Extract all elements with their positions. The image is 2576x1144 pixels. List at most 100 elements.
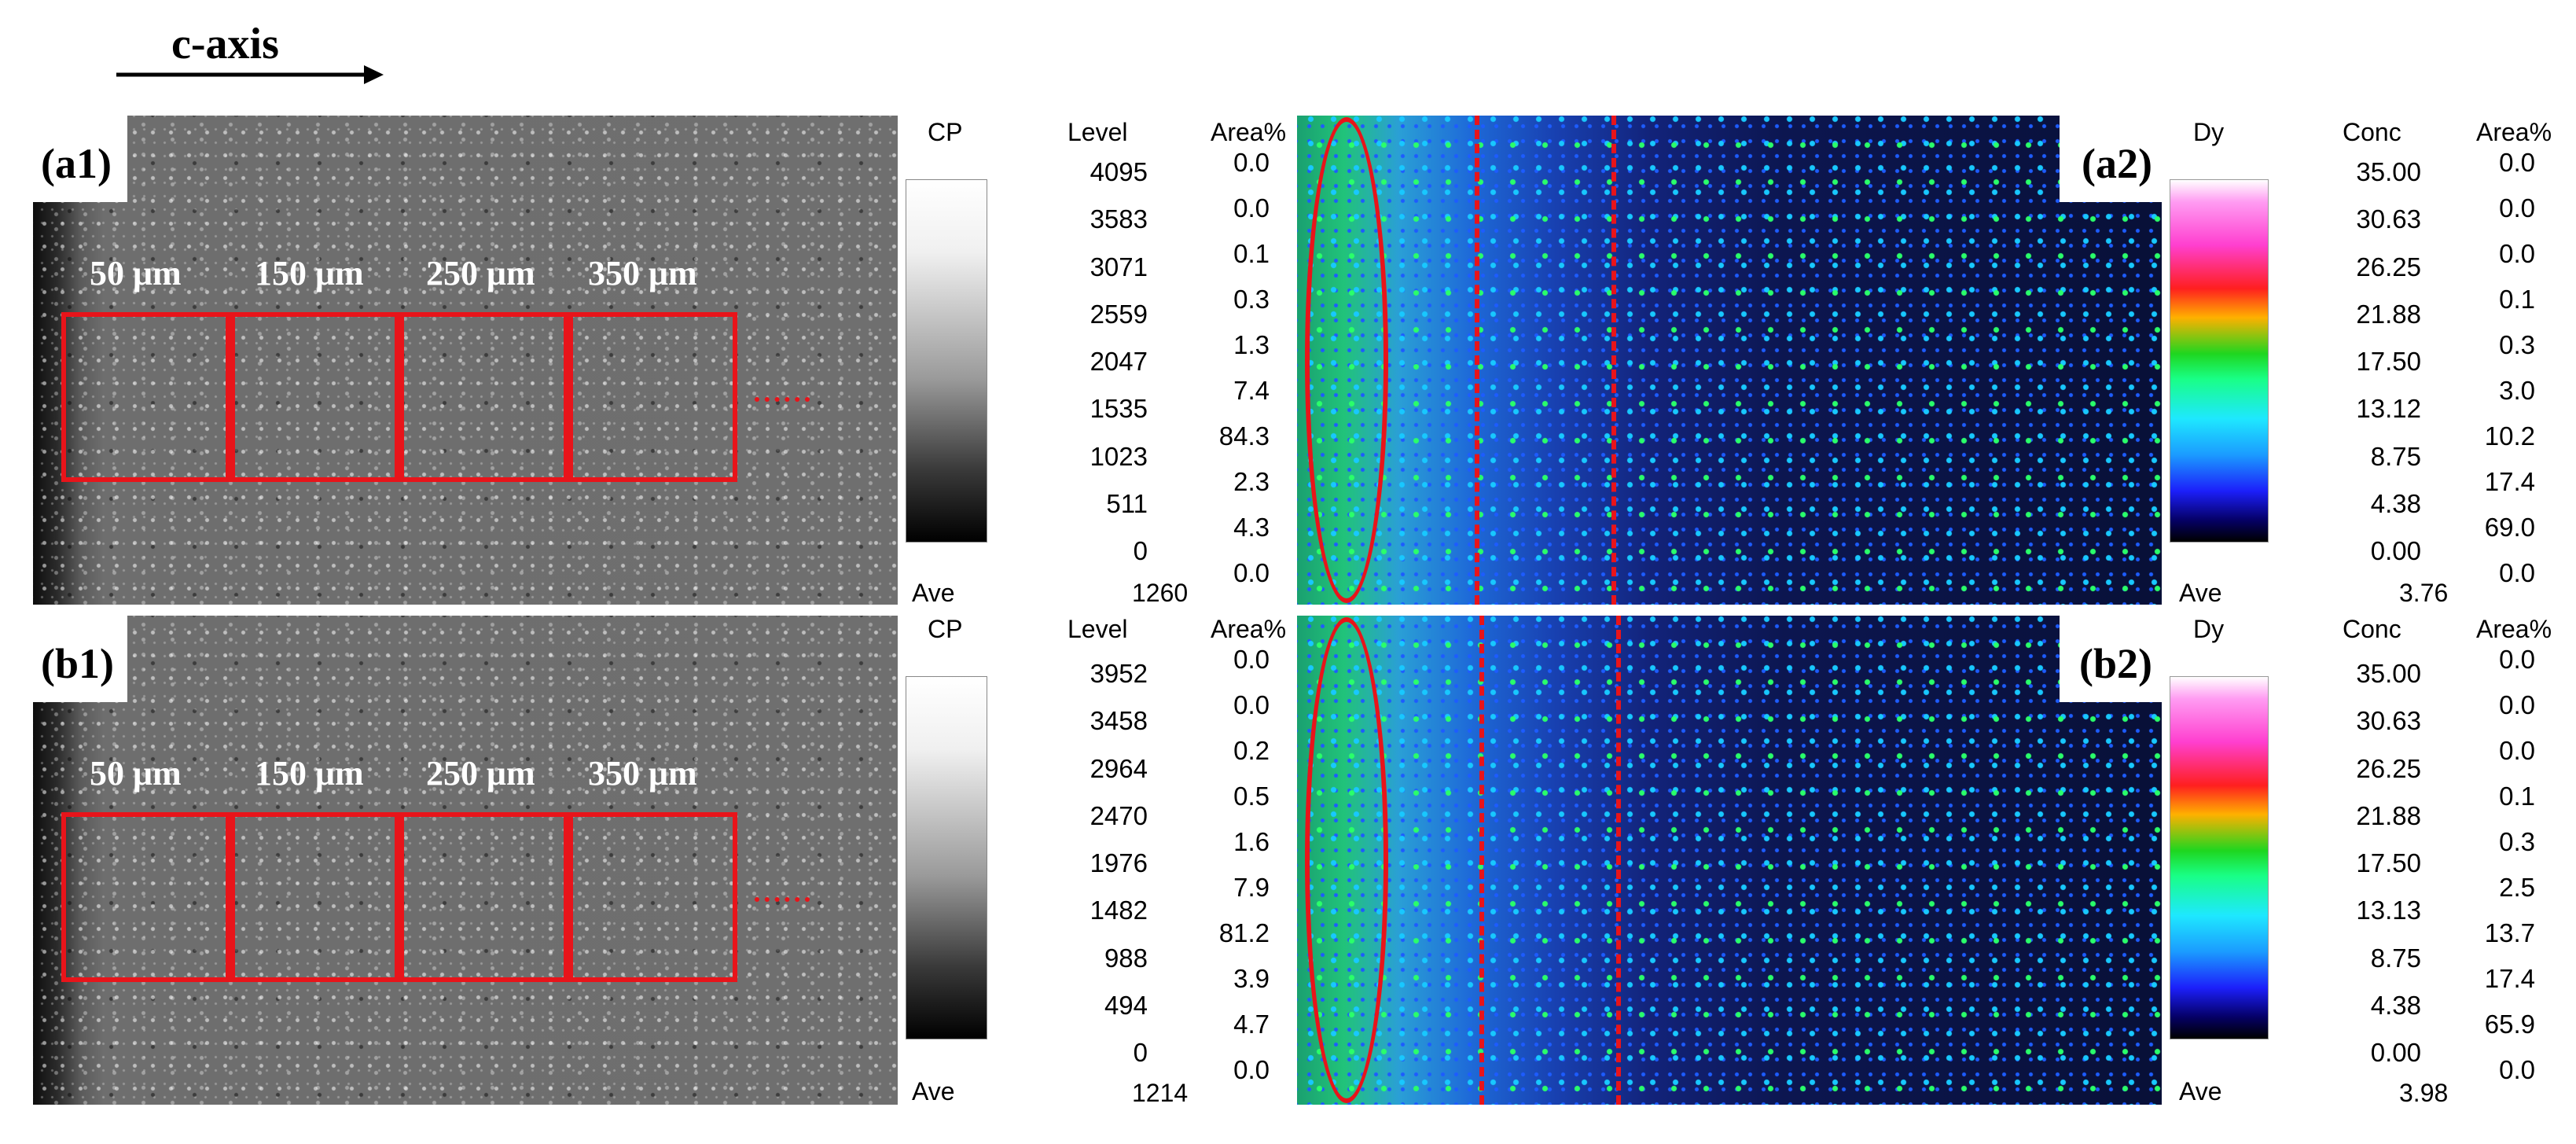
area-value: 0.1 [2499,285,2535,314]
conc-value: 0.00 [2370,536,2421,565]
area-list-b1: 0.0 0.0 0.2 0.5 1.6 7.9 81.2 3.9 4.7 0.0 [1211,645,1270,1085]
level-value: 3952 [1090,659,1148,688]
region-label-350: 350 μm [588,754,697,793]
area-value: 0.0 [2499,148,2535,177]
panel-label-a1: (a1) [41,140,112,187]
area-value: 0.0 [1233,193,1270,223]
sem-image-a1: (a1) 50 μm 150 μm 250 μm 350 μm [33,116,898,605]
area-value: 69.0 [2484,513,2535,542]
area-value: 0.3 [1233,285,1270,314]
boundary-dash-1 [1475,116,1479,605]
area-value: 0.0 [2499,1055,2535,1084]
region-label-250: 250 μm [426,754,535,793]
dy-map-b2: (b2) [1297,616,2162,1105]
area-value: 13.7 [2484,918,2535,947]
level-value: 1023 [1090,441,1148,471]
panel-label-b2: (b2) [2079,640,2152,687]
level-value: 1482 [1090,896,1148,925]
conc-value: 13.13 [2356,896,2421,925]
boundary-dash-2 [1611,116,1616,605]
area-value: 84.3 [1218,421,1270,451]
c-axis-arrow-icon [116,65,384,84]
highlight-ellipse [1305,617,1388,1103]
conc-value: 26.25 [2356,753,2421,783]
level-header-a1: Level [1068,118,1128,146]
level-value: 494 [1104,990,1148,1020]
conc-value: 35.00 [2356,659,2421,688]
area-value: 0.1 [2499,782,2535,811]
area-value: 81.2 [1218,918,1270,947]
area-value: 17.4 [2484,467,2535,496]
scale-title-a1: CP [928,118,963,146]
area-list-a1: 0.0 0.0 0.1 0.3 1.3 7.4 84.3 2.3 4.3 0.0 [1211,148,1270,588]
area-value: 1.3 [1233,330,1270,359]
area-value: 7.9 [1233,873,1270,902]
area-value: 0.1 [1233,239,1270,268]
area-header-b1: Area% [1211,615,1287,643]
area-value: 10.2 [2484,421,2535,451]
area-value: 0.0 [1233,645,1270,674]
conc-header-b2: Conc [2343,615,2401,643]
conc-value: 0.00 [2370,1038,2421,1067]
spectrum-bar-b2 [2170,676,2269,1039]
area-value: 0.3 [2499,330,2535,359]
scale-title-a2: Dy [2193,118,2225,146]
area-value: 3.0 [2499,376,2535,405]
conc-value: 30.63 [2356,204,2421,234]
panel-label-a2: (a2) [2082,140,2152,187]
area-list-b2: 0.0 0.0 0.0 0.1 0.3 2.5 13.7 17.4 65.9 0… [2476,645,2535,1085]
area-header-a1: Area% [1211,118,1287,146]
conc-value: 8.75 [2370,943,2421,973]
conc-value: 8.75 [2370,441,2421,471]
grayscale-bar-a1 [906,179,987,543]
area-value: 0.5 [1233,782,1270,811]
scale-title-b2: Dy [2193,615,2225,643]
ave-value-b1: 1214 [1132,1079,1189,1107]
scale-title-b1: CP [928,615,963,643]
level-value: 1535 [1090,394,1148,424]
region-box-150 [230,812,399,982]
level-value: 0 [1133,536,1148,565]
conc-value: 21.88 [2356,299,2421,329]
region-label-150: 150 μm [255,754,364,793]
continuation-dots [755,397,810,402]
label-background [33,616,127,702]
area-value: 0.0 [2499,193,2535,223]
panel-label-b1: (b1) [41,640,114,687]
ave-value-b2: 3.98 [2399,1079,2449,1107]
region-box-150 [230,312,399,482]
conc-list-b2: 35.00 30.63 26.25 21.88 17.50 13.13 8.75… [2343,659,2421,1068]
area-value: 0.2 [1233,736,1270,765]
level-value: 1976 [1090,848,1148,877]
area-value: 17.4 [2484,964,2535,993]
level-value: 2964 [1090,753,1148,783]
area-value: 4.7 [1233,1010,1270,1039]
area-value: 2.3 [1233,467,1270,496]
level-value: 4095 [1090,157,1148,186]
region-label-150: 150 μm [255,254,364,292]
ave-value-a1: 1260 [1132,579,1189,607]
level-value: 2470 [1090,800,1148,830]
area-value: 0.0 [2499,645,2535,674]
area-value: 0.0 [2499,558,2535,587]
level-value: 2559 [1090,299,1148,329]
region-label-350: 350 μm [588,254,697,292]
boundary-dash-1 [1479,616,1484,1105]
label-background [2060,116,2162,202]
grayscale-bar-b1 [906,676,987,1039]
conc-value: 17.50 [2356,848,2421,877]
conc-list-a2: 35.00 30.63 26.25 21.88 17.50 13.12 8.75… [2343,157,2421,566]
ave-label-b1: Ave [912,1077,955,1105]
ave-label-b2: Ave [2179,1077,2222,1105]
region-box-350 [568,812,737,982]
ave-label-a1: Ave [912,579,955,607]
dy-map-a2: (a2) [1297,116,2162,605]
area-value: 65.9 [2484,1010,2535,1039]
level-header-b1: Level [1068,615,1128,643]
region-label-50: 50 μm [90,754,182,793]
c-axis-label: c-axis [171,20,279,68]
level-value: 511 [1106,488,1148,518]
conc-value: 4.38 [2370,488,2421,518]
area-value: 0.0 [2499,736,2535,765]
level-value: 3583 [1090,204,1148,234]
